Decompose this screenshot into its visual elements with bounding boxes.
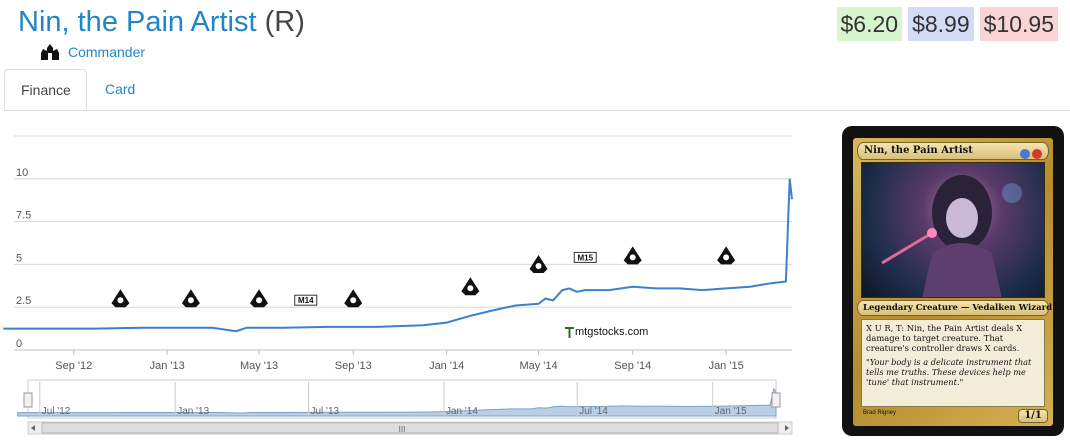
card-art [861, 162, 1045, 298]
scroll-right-arrow[interactable] [785, 425, 789, 431]
navigator-tick-label: Jul '12 [42, 406, 71, 417]
navigator[interactable]: Jul '12 Jan '13 Jul '13 Jan '14 Jul '14 Jan '… [17, 379, 793, 435]
fate-reforged-set-icon[interactable] [717, 246, 736, 265]
set-marker[interactable]: M15 [573, 251, 597, 263]
navigator-tick-label: Jul '14 [579, 406, 608, 417]
journey-into-nyx-set-icon[interactable] [529, 254, 548, 273]
khans-of-tarkir-set-icon[interactable] [623, 246, 642, 265]
navigator-tick-label: Jan '13 [177, 406, 209, 417]
card-title-bar: Nin, the Pain Artist [857, 142, 1049, 160]
price-series-line [3, 178, 793, 333]
scrollbar-grip: III [399, 425, 406, 434]
high-price: $10.95 [979, 7, 1058, 41]
set-marker[interactable]: M14 [294, 294, 318, 306]
y-tick-label: 7.5 [16, 210, 31, 222]
grid-lines [14, 135, 792, 351]
theros-set-icon[interactable] [344, 289, 363, 308]
set-link[interactable]: Commander [68, 44, 146, 60]
card-art-illustration [881, 175, 1022, 297]
card-title: Nin, the Pain Artist (R) [18, 4, 305, 40]
card-frame: Nin, the Pain Artist Legendary Creature … [853, 138, 1053, 426]
price-box: $6.20 $8.99 $10.95 [836, 7, 1058, 41]
x-tick-label: May '13 [240, 360, 278, 372]
card-type-bar: Legendary Creature — Vedalken Wizard [857, 300, 1053, 316]
set-release-markers: M14 M15 [111, 246, 736, 308]
navigator-handle-right[interactable] [771, 392, 781, 408]
price-chart[interactable]: 0 2.5 5 7.5 10 Sep '12 Jan '13 May '13 Sep '13 J… [0, 118, 800, 440]
x-tick-label: Jan '13 [150, 360, 185, 372]
navigator-tick-label: Jul '13 [311, 406, 340, 417]
navigator-tick-label: Jan '15 [715, 406, 747, 417]
mana-cost [1018, 146, 1044, 159]
rarity-label: (R) [264, 6, 305, 38]
x-tick-label: Sep '12 [55, 360, 92, 372]
navigator-area [17, 387, 777, 417]
y-axis-tick-labels: 0 2.5 5 7.5 10 [16, 167, 31, 350]
card-image[interactable]: Nin, the Pain Artist Legendary Creature … [842, 126, 1064, 436]
y-tick-label: 0 [16, 338, 22, 350]
card-power-toughness: 1/1 [1018, 409, 1048, 423]
y-tick-label: 5 [16, 252, 22, 264]
card-artist: Brad Rigney [863, 410, 897, 416]
average-price: $8.99 [908, 7, 974, 41]
tab-card[interactable]: Card [105, 81, 136, 97]
set-row: Commander [40, 42, 145, 62]
gatecrash-set-icon[interactable] [181, 289, 200, 308]
card-flavor-text: "Your body is a delicate instrument that… [866, 357, 1032, 387]
tab-bar: Finance Card [4, 69, 1070, 111]
y-tick-label: 10 [16, 167, 28, 179]
red-mana-icon [1032, 149, 1042, 159]
dragons-maze-set-icon[interactable] [250, 289, 269, 308]
card-image-name: Nin, the Pain Artist [864, 145, 973, 156]
blue-mana-icon [1020, 149, 1030, 159]
navigator-tick-label: Jan '14 [446, 406, 478, 417]
card-rules-text: X U R, T: Nin, the Pain Artist deals X d… [866, 323, 1023, 353]
card-name[interactable]: Nin, the Pain Artist [18, 6, 257, 38]
watermark-text: mtgstocks.com [575, 326, 648, 338]
watermark: mtgstocks.com [565, 326, 648, 338]
y-tick-label: 2.5 [16, 295, 31, 307]
commander-set-icon [41, 44, 59, 60]
x-tick-label: Jan '14 [429, 360, 464, 372]
tab-finance[interactable]: Finance [4, 69, 87, 110]
born-of-the-gods-set-icon[interactable] [461, 277, 480, 296]
return-to-ravnica-set-icon[interactable] [111, 289, 130, 308]
x-tick-label: Jan '15 [709, 360, 744, 372]
card-text-box: X U R, T: Nin, the Pain Artist deals X d… [861, 319, 1045, 407]
x-tick-label: May '14 [519, 360, 557, 372]
low-price: $6.20 [836, 7, 903, 41]
x-tick-label: Sep '14 [614, 360, 651, 372]
card-type-line: Legendary Creature — Vedalken Wizard [863, 303, 1053, 313]
scrollbar-thumb[interactable] [41, 422, 779, 434]
watermark-icon [565, 327, 574, 338]
set-marker-label: M15 [577, 253, 593, 262]
x-axis-tick-labels: Sep '12 Jan '13 May '13 Sep '13 Jan '14 May '… [55, 350, 744, 372]
navigator-tick-labels: Jul '12 Jan '13 Jul '13 Jan '14 Jul '14 Jan '… [39, 382, 747, 417]
set-marker-label: M14 [298, 296, 314, 305]
x-tick-label: Sep '13 [335, 360, 372, 372]
navigator-handle-left[interactable] [23, 392, 33, 408]
scroll-left-arrow[interactable] [31, 425, 35, 431]
